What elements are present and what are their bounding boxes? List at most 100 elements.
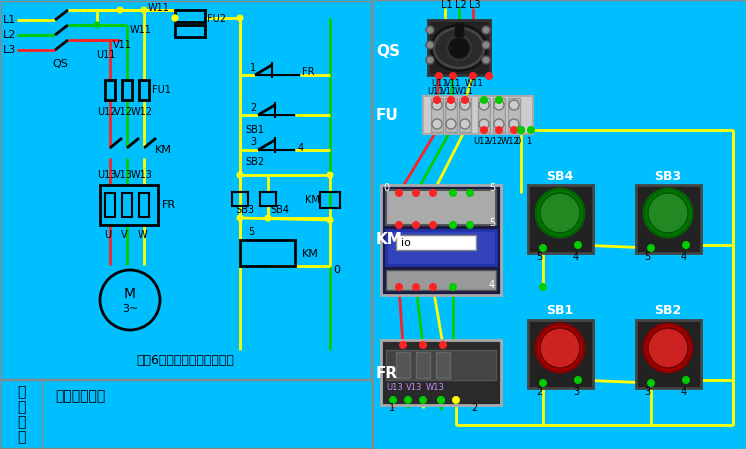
Bar	[122, 80, 132, 100]
Bar	[1, 1, 371, 379]
Text: FU: FU	[376, 107, 399, 123]
Circle shape	[435, 72, 443, 80]
Bar	[139, 80, 149, 100]
Text: 3: 3	[644, 387, 650, 397]
Text: L3: L3	[469, 0, 480, 10]
Circle shape	[574, 376, 582, 384]
Bar	[445, 98, 457, 132]
Bar	[436, 352, 450, 378]
Text: SB1: SB1	[245, 125, 264, 135]
Circle shape	[446, 100, 456, 110]
Circle shape	[539, 283, 547, 291]
Text: 0: 0	[333, 265, 340, 275]
Circle shape	[648, 328, 688, 368]
Text: W11: W11	[455, 87, 474, 96]
Circle shape	[426, 56, 434, 64]
Circle shape	[412, 221, 420, 229]
Circle shape	[574, 241, 582, 249]
Circle shape	[412, 283, 420, 291]
Text: 5: 5	[489, 218, 495, 228]
Text: 2: 2	[536, 387, 542, 397]
Text: 5: 5	[536, 252, 542, 262]
Circle shape	[432, 100, 442, 110]
Text: FU1: FU1	[152, 85, 171, 95]
Circle shape	[429, 189, 437, 197]
Text: 0: 0	[383, 183, 389, 193]
Circle shape	[433, 96, 441, 104]
Circle shape	[469, 72, 477, 80]
Circle shape	[536, 324, 584, 372]
Bar	[175, 10, 205, 22]
Bar	[240, 240, 295, 266]
Text: U12: U12	[97, 107, 116, 117]
Bar	[428, 20, 490, 75]
Circle shape	[485, 72, 493, 80]
Circle shape	[647, 244, 655, 252]
Circle shape	[389, 396, 397, 404]
Text: V11: V11	[445, 79, 461, 88]
Bar	[139, 193, 149, 217]
Bar	[320, 192, 340, 208]
Text: SB2: SB2	[245, 157, 264, 167]
Circle shape	[399, 341, 407, 349]
Circle shape	[449, 189, 457, 197]
Bar	[396, 235, 476, 250]
Circle shape	[466, 221, 474, 229]
Text: SB2: SB2	[654, 304, 682, 317]
Text: 5: 5	[489, 183, 495, 193]
Bar	[0, 380, 372, 448]
Text: U12: U12	[473, 137, 489, 146]
Text: SB3: SB3	[654, 170, 682, 182]
Circle shape	[412, 189, 420, 197]
Circle shape	[480, 126, 488, 134]
Circle shape	[93, 22, 101, 28]
Circle shape	[236, 14, 243, 22]
Circle shape	[439, 341, 447, 349]
Circle shape	[644, 324, 692, 372]
Text: W11: W11	[148, 3, 170, 13]
Circle shape	[648, 193, 688, 233]
Circle shape	[419, 341, 427, 349]
Bar	[122, 193, 132, 217]
Text: KM: KM	[302, 249, 319, 259]
Circle shape	[172, 14, 178, 22]
Circle shape	[482, 56, 490, 64]
Circle shape	[437, 396, 445, 404]
Text: V12: V12	[114, 107, 133, 117]
Circle shape	[539, 244, 547, 252]
Text: FR: FR	[376, 365, 398, 380]
Bar	[508, 98, 520, 132]
Circle shape	[460, 119, 470, 129]
Circle shape	[682, 241, 690, 249]
Text: 示: 示	[17, 430, 25, 444]
Bar	[105, 80, 115, 100]
Text: 1: 1	[250, 63, 256, 73]
Circle shape	[647, 379, 655, 387]
Circle shape	[446, 119, 456, 129]
Circle shape	[426, 41, 434, 49]
Text: U11: U11	[96, 50, 116, 60]
Circle shape	[395, 283, 403, 291]
Text: V13: V13	[406, 383, 422, 392]
Text: 3: 3	[250, 137, 256, 147]
Circle shape	[494, 100, 504, 110]
Text: 作: 作	[17, 400, 25, 414]
Circle shape	[429, 221, 437, 229]
Circle shape	[540, 328, 580, 368]
Circle shape	[682, 376, 690, 384]
Circle shape	[479, 119, 489, 129]
Text: W13: W13	[426, 383, 445, 392]
Text: KM: KM	[376, 233, 403, 247]
Text: V13: V13	[114, 170, 133, 180]
Circle shape	[461, 96, 469, 104]
Circle shape	[539, 379, 547, 387]
Text: V: V	[121, 230, 128, 240]
Bar	[105, 193, 115, 217]
Circle shape	[236, 215, 243, 221]
Circle shape	[494, 119, 504, 129]
Bar	[381, 340, 501, 405]
Text: W11: W11	[465, 79, 483, 88]
Bar	[636, 185, 701, 253]
Text: FU2: FU2	[207, 14, 226, 24]
Text: L2: L2	[455, 0, 467, 10]
